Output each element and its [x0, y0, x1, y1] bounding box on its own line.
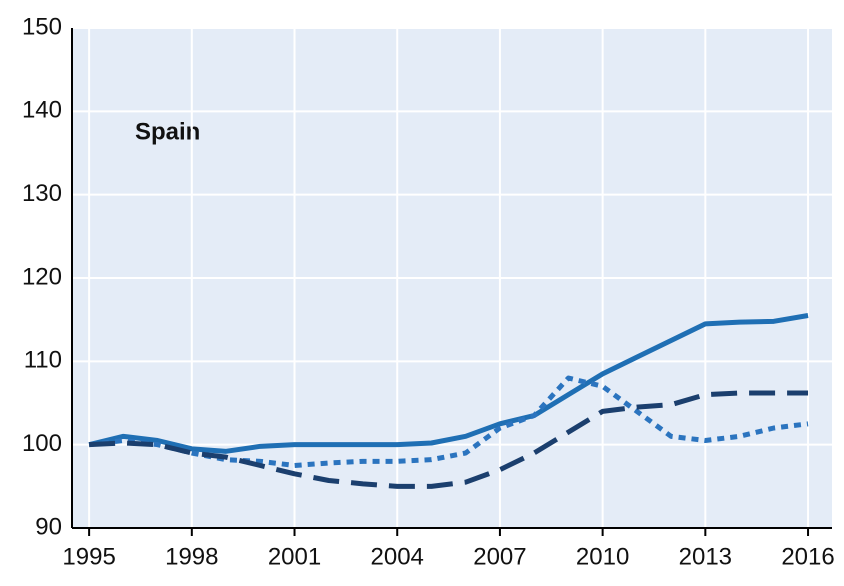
- y-tick-label: 150: [22, 13, 62, 40]
- x-tick-label: 2007: [473, 543, 526, 570]
- x-tick-label: 2004: [371, 543, 424, 570]
- annotation: Spain: [135, 118, 200, 145]
- x-tick-label: 2010: [576, 543, 629, 570]
- y-tick-label: 130: [22, 180, 62, 207]
- y-tick-label: 90: [35, 513, 62, 540]
- y-tick-label: 110: [24, 347, 62, 374]
- x-tick-label: 2001: [268, 543, 321, 570]
- y-tick-label: 140: [22, 97, 62, 124]
- x-tick-label: 1998: [165, 543, 218, 570]
- series-line: [88, 313, 809, 454]
- y-tick-label: 120: [22, 263, 62, 290]
- series-line: [88, 390, 809, 489]
- x-tick-label: 2013: [679, 543, 732, 570]
- x-tick-label: 1995: [62, 543, 115, 570]
- y-tick-label: 100: [22, 430, 62, 457]
- x-tick-label: 2016: [781, 543, 834, 570]
